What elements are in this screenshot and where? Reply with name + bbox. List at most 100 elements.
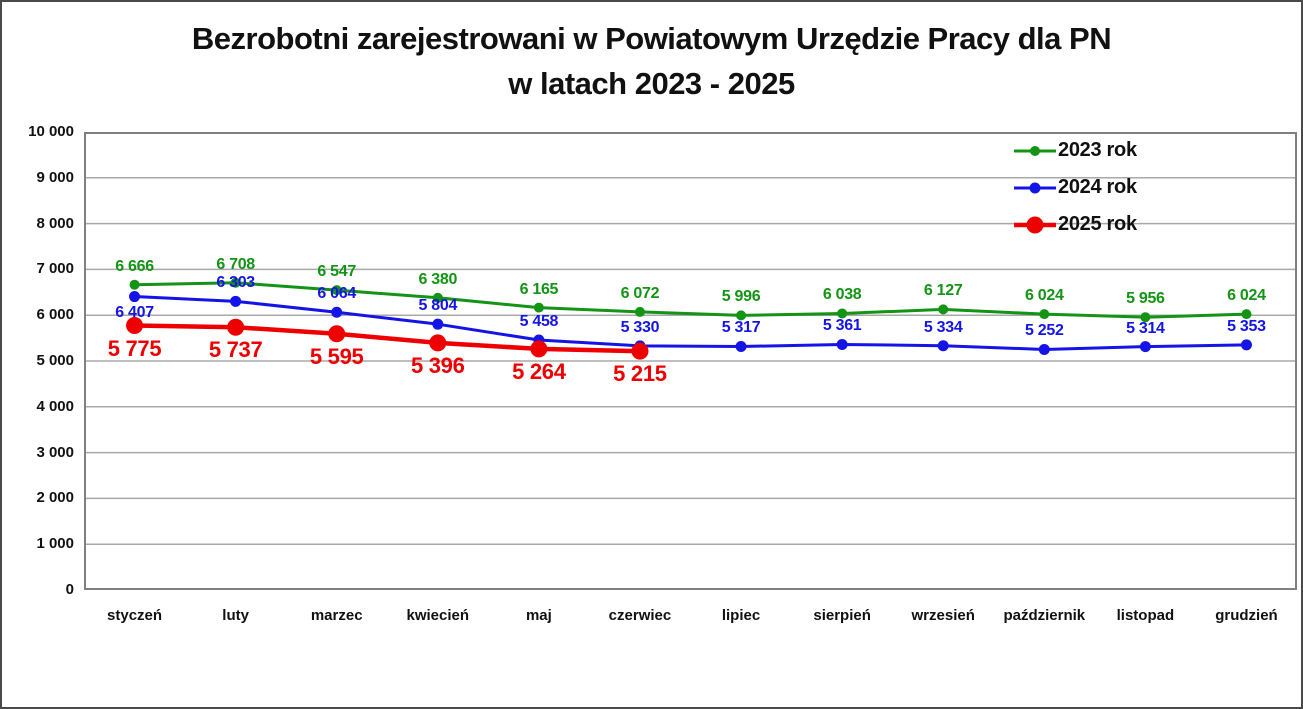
legend: 2023 rok 2024 rok 2025 rok [1014, 132, 1137, 243]
point-value-label: 6 038 [822, 286, 862, 304]
point-value-label: 6 708 [216, 255, 255, 273]
point-value-label: 5 317 [721, 319, 761, 337]
data-point-marker [836, 338, 848, 350]
point-value-label: 5 396 [411, 352, 465, 378]
data-point-marker [129, 279, 140, 290]
point-value-label: 6 024 [1025, 287, 1064, 305]
y-tick-label: 6 000 [36, 306, 74, 324]
point-value-label: 5 361 [822, 317, 862, 335]
legend-item-label: 2025 rok [1058, 213, 1137, 235]
chart-title-line-2: w latach 2023 - 2025 [508, 66, 795, 101]
chart-title: Bezrobotni zarejestrowani w Powiatowym U… [2, 16, 1301, 106]
data-point-marker [1139, 341, 1151, 353]
legend-item: 2025 rok [1014, 206, 1137, 243]
point-value-label: 5 330 [620, 318, 660, 336]
data-point-marker [432, 318, 444, 330]
series-line [133, 295, 1248, 351]
y-tick-label: 10 000 [28, 123, 74, 140]
point-value-label: 6 380 [418, 270, 458, 288]
point-value-label: 5 264 [512, 358, 566, 384]
x-tick-label: październik [1003, 607, 1086, 624]
x-tick-label: kwiecień [406, 607, 470, 624]
plot-border [84, 132, 1297, 590]
point-value-label: 6 547 [317, 263, 356, 281]
data-point-marker [631, 342, 649, 360]
point-value-label: 5 314 [1126, 319, 1165, 337]
point-value-label: 6 064 [317, 285, 356, 303]
y-tick-label: 0 [65, 581, 74, 598]
data-point-marker [227, 318, 245, 336]
data-point-marker [1241, 309, 1252, 320]
x-tick-label: grudzień [1215, 607, 1278, 624]
series-line [132, 323, 643, 354]
data-point-marker [938, 304, 949, 315]
point-value-label: 6 127 [923, 282, 963, 300]
point-value-label: 6 165 [519, 280, 559, 298]
point-value-label: 5 804 [418, 297, 458, 315]
point-value-label: 6 407 [115, 303, 154, 321]
data-point-marker [331, 285, 342, 296]
point-value-label: 6 303 [216, 274, 255, 292]
y-tick-label: 4 000 [36, 397, 74, 415]
data-point-marker [1038, 343, 1050, 355]
series-line [133, 281, 1248, 319]
data-point-marker [432, 292, 443, 303]
data-point-marker [331, 306, 343, 318]
point-value-label: 5 996 [721, 288, 761, 306]
point-value-label: 6 666 [115, 257, 154, 275]
x-tick-label: lipiec [721, 607, 761, 624]
point-value-label: 6 024 [1227, 287, 1266, 305]
legend-marker-icon [1014, 145, 1056, 156]
x-tick-label: maj [525, 607, 552, 624]
x-tick-label: listopad [1116, 607, 1175, 624]
data-point-marker [230, 277, 241, 288]
point-value-label: 5 775 [107, 335, 162, 361]
legend-marker-icon [1014, 182, 1056, 193]
data-point-marker [230, 295, 242, 307]
point-value-label: 6 072 [620, 284, 660, 302]
x-tick-label: wrzesień [911, 607, 975, 624]
x-tick-label: luty [222, 607, 249, 624]
y-tick-label: 5 000 [36, 352, 74, 369]
legend-item-label: 2023 rok [1058, 139, 1137, 161]
y-tick-label: 1 000 [36, 535, 74, 553]
point-value-label: 5 595 [309, 343, 364, 369]
data-point-marker [1140, 312, 1151, 323]
data-point-marker [126, 317, 144, 335]
y-tick-label: 3 000 [36, 443, 74, 461]
data-point-marker [328, 325, 346, 343]
data-point-marker [634, 306, 645, 317]
x-tick-label: marzec [310, 607, 363, 624]
data-point-marker [736, 310, 747, 321]
point-value-label: 5 334 [923, 318, 963, 336]
y-tick-label: 2 000 [36, 489, 74, 507]
data-point-marker [837, 308, 848, 319]
data-point-marker [533, 302, 544, 313]
data-point-marker [1240, 339, 1252, 351]
point-value-label: 5 252 [1025, 322, 1064, 340]
legend-item-label: 2024 rok [1058, 176, 1137, 198]
y-tick-label: 8 000 [36, 214, 74, 232]
point-value-label: 5 458 [519, 313, 559, 331]
legend-marker-icon [1014, 216, 1056, 233]
x-tick-label: sierpień [813, 607, 871, 624]
data-point-marker [735, 340, 747, 352]
x-tick-label: czerwiec [608, 607, 672, 624]
y-tick-label: 7 000 [36, 260, 74, 278]
data-point-marker [1039, 309, 1050, 320]
point-value-label: 5 215 [613, 361, 667, 387]
y-tick-label: 9 000 [36, 168, 74, 186]
chart-title-line-1: Bezrobotni zarejestrowani w Powiatowym U… [191, 21, 1112, 56]
data-point-marker [429, 334, 447, 352]
legend-item: 2023 rok [1014, 132, 1137, 169]
legend-item: 2024 rok [1014, 169, 1137, 206]
point-value-label: 5 956 [1126, 290, 1165, 308]
data-point-marker [530, 340, 548, 358]
x-tick-label: styczeń [107, 607, 163, 624]
data-point-marker [129, 291, 141, 303]
plot-area [84, 132, 1297, 590]
point-value-label: 5 737 [208, 337, 263, 363]
point-value-label: 5 353 [1227, 317, 1266, 335]
data-point-marker [937, 340, 949, 352]
